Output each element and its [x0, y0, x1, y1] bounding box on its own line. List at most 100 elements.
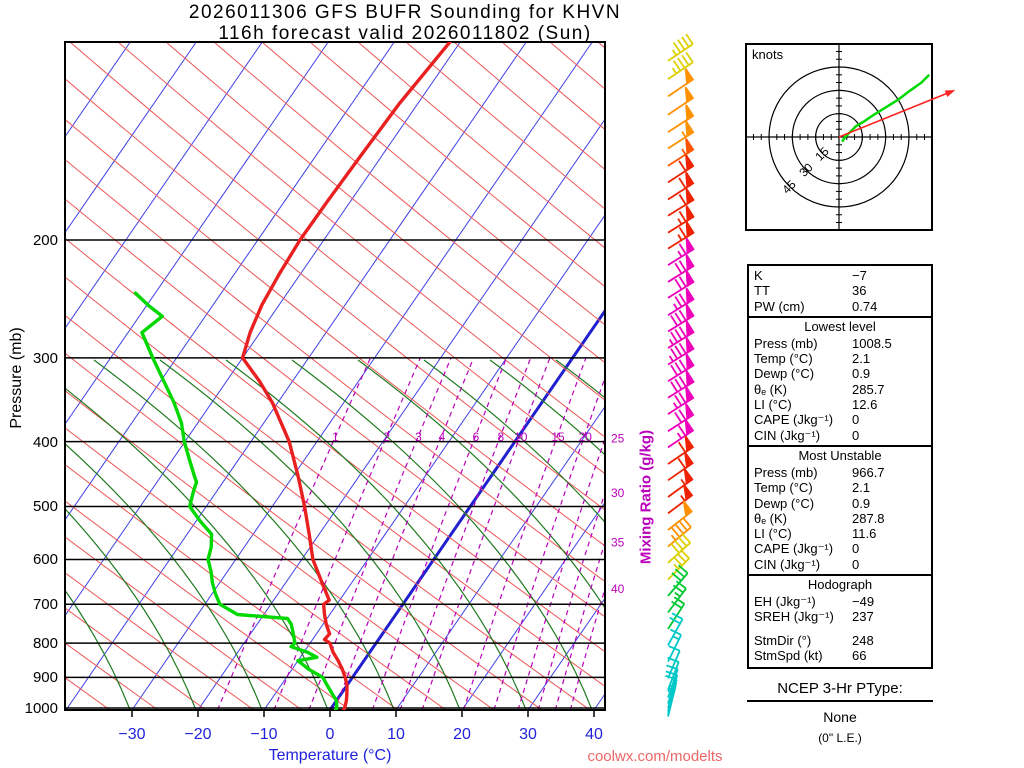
pressure-tick-label: 700	[32, 596, 58, 614]
stat-value: 36	[852, 283, 867, 299]
stat-value: 248	[852, 632, 874, 648]
stat-row: LI (°C) 12.6	[749, 397, 931, 412]
dry-adiabat-line	[65, 237, 605, 653]
isotherm-line	[461, 501, 605, 710]
isotherm-line	[65, 42, 197, 234]
ptype-value: None	[823, 709, 857, 725]
dry-adiabat-line	[65, 427, 447, 710]
stat-value: 11.6	[852, 526, 877, 542]
wind-barb	[667, 270, 695, 299]
stat-row: CAPE (Jkg⁻¹) 0	[749, 412, 931, 427]
stat-label: SREH (Jkg⁻¹)	[754, 609, 834, 625]
mixing-ratio-tick-label: 4	[438, 430, 445, 444]
dry-adiabat-line	[65, 607, 207, 710]
moist-adiabat-line	[225, 359, 527, 710]
temperature-curve	[240, 42, 453, 710]
pressure-tick-label: 400	[32, 433, 58, 451]
wind-barb	[667, 386, 695, 415]
mixing-ratio-axis-label: Mixing Ratio (g/kg)	[637, 429, 655, 565]
stat-label: θₑ (K)	[754, 381, 788, 397]
temp-tick-label: −30	[118, 726, 146, 743]
dry-adiabat-line	[357, 42, 605, 249]
storm-motion-arrowhead	[944, 90, 956, 98]
wind-barb	[667, 451, 694, 482]
ptype-title: NCEP 3-Hr PType:	[747, 680, 933, 702]
moist-adiabat-line	[65, 443, 263, 710]
zero-isotherm-line	[328, 308, 605, 710]
stat-value: 287.8	[852, 510, 885, 526]
wind-barb	[667, 287, 695, 316]
mixing-ratio-line	[463, 357, 587, 710]
stat-row: Temp (°C) 2.1	[749, 480, 931, 495]
stat-value: 0	[852, 556, 860, 572]
moist-adiabat-line	[65, 589, 131, 710]
stat-label: EH (Jkg⁻¹)	[754, 594, 816, 610]
stat-value: 0.9	[852, 366, 871, 382]
mixing-ratio-tick-label: 30	[611, 486, 625, 500]
stat-section-header: Lowest level	[749, 315, 931, 336]
pressure-tick-label: 500	[32, 498, 58, 516]
stat-label: CAPE (Jkg⁻¹)	[754, 412, 834, 428]
stat-row: Press (mb) 966.7	[749, 465, 931, 480]
stat-row: Press (mb) 1008.5	[749, 336, 931, 351]
stat-label: StmDir (°)	[754, 632, 812, 648]
wind-barb	[667, 435, 695, 465]
stat-label: Dewp (°C)	[754, 366, 815, 382]
temperature-axis-label: Temperature (°C)	[268, 747, 392, 764]
dry-adiabat-line	[405, 42, 605, 210]
wind-barb	[667, 320, 695, 349]
temp-tick-label: −10	[250, 726, 278, 743]
mixing-ratio-tick-label: 25	[611, 432, 625, 446]
temp-tick-label: −20	[184, 726, 212, 743]
stat-label: Temp (°C)	[754, 480, 813, 496]
dry-adiabat-line	[213, 42, 605, 364]
page-subtitle: 116h forecast valid 2026011802 (Sun)	[218, 23, 592, 44]
dry-adiabat-line	[65, 276, 605, 687]
pressure-axis-label: Pressure (mb)	[8, 327, 25, 429]
stat-value: 1008.5	[852, 335, 892, 351]
stat-label: CAPE (Jkg⁻¹)	[754, 541, 834, 557]
mixing-ratio-line	[537, 491, 605, 710]
stat-row: Dewp (°C) 0.9	[749, 366, 931, 381]
isotherm-line	[65, 42, 527, 710]
isotherm-line	[395, 405, 605, 710]
stat-row: SREH (Jkg⁻¹) 237	[749, 609, 931, 624]
dry-adiabat-line	[69, 42, 605, 475]
pressure-tick-label: 200	[32, 232, 58, 250]
dry-adiabat-line	[261, 42, 605, 326]
mixing-ratio-line	[371, 357, 508, 710]
stat-value: −7	[852, 268, 867, 283]
moist-adiabat-line	[65, 387, 329, 710]
mixing-ratio-tick-label: 3	[415, 430, 422, 444]
wind-barb	[667, 337, 695, 366]
watermark: coolwx.com/modelts	[587, 748, 723, 765]
mixing-ratio-line	[421, 357, 551, 710]
stat-row: K −7	[749, 268, 931, 283]
stat-row: CAPE (Jkg⁻¹) 0	[749, 541, 931, 556]
isotherm-line	[263, 214, 605, 710]
mixing-ratio-tick-label: 40	[611, 582, 625, 596]
stat-row: CIN (Jkg⁻¹) 0	[749, 428, 931, 443]
wind-barb	[667, 580, 687, 614]
stat-value: 0	[852, 541, 860, 557]
stat-label: Dewp (°C)	[754, 495, 815, 511]
wind-barb	[667, 370, 695, 399]
dry-adiabat-line	[65, 536, 303, 710]
stat-row: θₑ (K) 287.8	[749, 511, 931, 526]
stat-row: LI (°C) 11.6	[749, 526, 931, 541]
hodograph-units-label: knots	[752, 47, 784, 62]
mixing-ratio-tick-label: 2	[383, 430, 390, 444]
stat-value: 12.6	[852, 397, 878, 413]
wind-barb	[667, 33, 694, 62]
wind-barb	[667, 549, 690, 581]
wind-barb	[667, 205, 695, 234]
wind-barb	[667, 500, 693, 531]
stat-section-header: Hodograph	[749, 574, 931, 594]
stat-row: CIN (Jkg⁻¹) 0	[749, 557, 931, 572]
wind-barb	[667, 68, 695, 98]
wind-barb	[667, 138, 695, 167]
stat-value: −49	[852, 594, 875, 610]
mixing-ratio-line	[216, 357, 372, 710]
stat-row: EH (Jkg⁻¹) −49	[749, 594, 931, 609]
